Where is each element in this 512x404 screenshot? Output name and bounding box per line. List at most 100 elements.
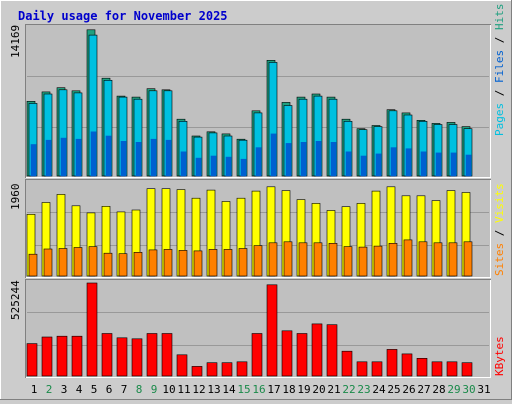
chart-title: Daily usage for November 2025 (18, 9, 228, 23)
kbytes-bar (191, 366, 203, 377)
day-label: 30 (462, 383, 475, 396)
kbytes-bar (101, 333, 113, 377)
pages-bar (135, 142, 142, 177)
day-label: 8 (136, 383, 143, 396)
day-label: 29 (447, 383, 460, 396)
legend-hits: Hits (493, 4, 506, 31)
sites-bar (253, 245, 263, 277)
sites-bar (328, 243, 338, 277)
kbytes-bar (86, 282, 98, 377)
day-label: 22 (342, 383, 355, 396)
day-label: 21 (327, 383, 340, 396)
middle-max-label: 1960 (9, 184, 22, 211)
day-label: 20 (312, 383, 325, 396)
day-label: 18 (282, 383, 295, 396)
pages-bar (90, 131, 97, 177)
day-label: 24 (372, 383, 386, 396)
kbytes-bar (326, 324, 338, 377)
kbytes-bar (401, 353, 413, 377)
day-label: 11 (177, 383, 190, 396)
legend-visits: Visits (493, 183, 506, 223)
kbytes-bar (206, 362, 218, 377)
sites-bar (88, 246, 98, 277)
kbytes-bar (446, 361, 458, 377)
sites-bar (238, 248, 248, 277)
day-label: 26 (402, 383, 415, 396)
kbytes-bar (386, 349, 398, 377)
kbytes-bar (116, 337, 128, 377)
pages-bar (120, 141, 127, 177)
legend-pages: Pages (493, 103, 506, 136)
sites-bar (343, 246, 353, 277)
x-axis-labels: 1 2 3 4 5 6 7 8 9 10 11 12 13 14 15 16 17 18 19 20 21 22 23 24 2… (31, 383, 491, 396)
pages-bar (225, 156, 232, 177)
kbytes-bar (341, 350, 353, 377)
pages-bar (255, 147, 262, 177)
pages-bar (435, 152, 442, 177)
kbytes-bar (431, 361, 443, 377)
sites-bar (358, 246, 368, 277)
pages-bar (420, 151, 427, 177)
bottom-max-label: 525244 (9, 280, 22, 320)
sites-bar (388, 243, 398, 277)
day-label: 4 (76, 383, 83, 396)
sites-bar (433, 242, 443, 277)
sites-bar (73, 247, 83, 277)
sites-bar (223, 249, 233, 277)
pages-bar (75, 138, 82, 177)
pages-bar (180, 151, 187, 177)
pages-bar (360, 155, 367, 177)
pages-bar (30, 144, 37, 177)
bottom-legend: KBytes (493, 336, 506, 376)
day-label: 28 (432, 383, 445, 396)
kbytes-bar (356, 361, 368, 377)
sites-bar (133, 252, 143, 277)
pages-bar (150, 138, 157, 177)
pages-bar (210, 155, 217, 177)
day-label: 12 (192, 383, 205, 396)
day-label: 17 (267, 383, 280, 396)
pages-bar (285, 143, 292, 177)
sites-bar (163, 249, 173, 277)
kbytes-bar (26, 343, 38, 377)
sites-bar (313, 242, 323, 277)
middle-legend: Sites / Visits (493, 183, 506, 276)
day-label: 23 (357, 383, 370, 396)
kbytes-bar (296, 333, 308, 377)
sites-bar (418, 241, 428, 277)
pages-bar (345, 151, 352, 177)
pages-bar (45, 139, 52, 177)
sites-bar (103, 252, 113, 277)
kbytes-bar (71, 335, 83, 377)
sites-bar (448, 242, 458, 277)
day-label: 25 (387, 383, 400, 396)
day-label: 19 (297, 383, 310, 396)
kbytes-bar (416, 357, 428, 377)
day-label: 9 (151, 383, 158, 396)
kbytes-bar (176, 354, 188, 377)
sites-bar (373, 245, 383, 277)
legend-sites: Sites (493, 243, 506, 276)
pages-bar (405, 148, 412, 177)
kbytes-bar (161, 333, 173, 377)
kbytes-bar (251, 333, 263, 377)
sites-bar (193, 250, 203, 277)
sites-bar (178, 250, 188, 277)
pages-bar (465, 154, 472, 177)
kbytes-bar (461, 362, 473, 377)
pages-bar (270, 133, 277, 177)
kbytes-bar (131, 338, 143, 377)
pages-bar (60, 137, 67, 177)
sites-bar (28, 253, 38, 277)
kbytes-bar (236, 361, 248, 377)
pages-bar (375, 153, 382, 177)
pages-bar (315, 141, 322, 177)
pages-bar (165, 139, 172, 177)
day-label: 6 (106, 383, 113, 396)
kbytes-bar (56, 335, 68, 377)
kbytes-bar (311, 323, 323, 377)
kbytes-bar (41, 336, 53, 377)
sites-bar (283, 241, 293, 277)
